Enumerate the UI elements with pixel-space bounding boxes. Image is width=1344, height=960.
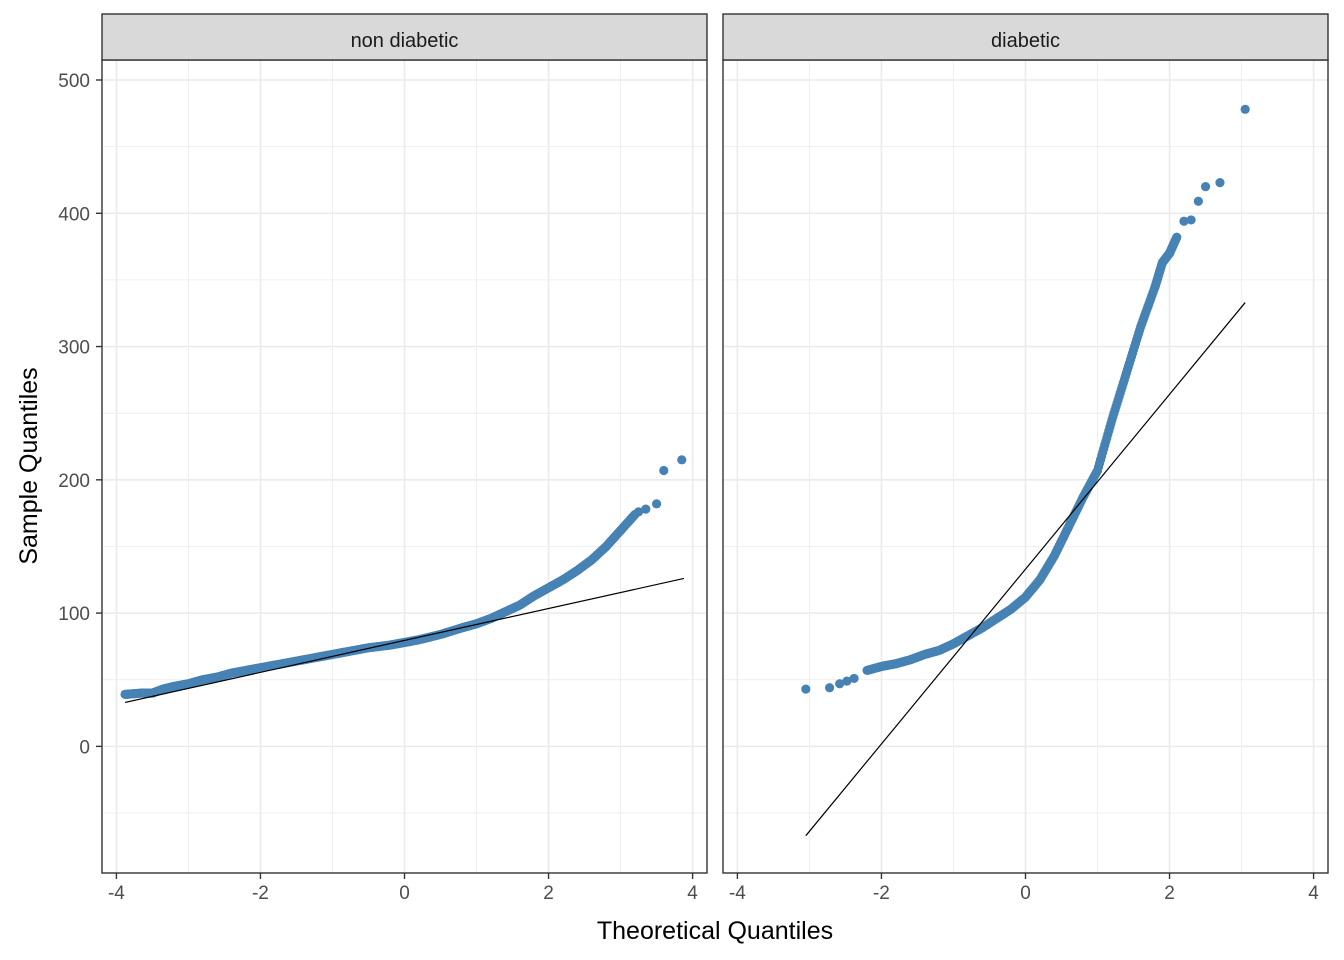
qq-reference-line bbox=[124, 577, 685, 703]
x-tick-label: -4 bbox=[729, 883, 746, 904]
y-tick-label: 400 bbox=[58, 204, 90, 225]
data-point bbox=[641, 504, 651, 514]
x-axis-title: Theoretical Quantiles bbox=[597, 917, 833, 945]
y-tick-label: 500 bbox=[58, 71, 90, 92]
facet-strip bbox=[722, 13, 1329, 61]
data-point bbox=[824, 683, 835, 693]
y-tick-label: 200 bbox=[58, 471, 90, 492]
panel-diabetic: diabetic -4 -2 0 2 4 bbox=[722, 13, 1329, 904]
x-tick-label: -4 bbox=[108, 883, 125, 904]
x-tick-label: 4 bbox=[1308, 883, 1319, 904]
data-point bbox=[1193, 196, 1203, 206]
data-point bbox=[1215, 178, 1225, 188]
x-tick-label: 2 bbox=[1164, 883, 1175, 904]
x-tick-label: 4 bbox=[687, 883, 698, 904]
x-tick-label: 2 bbox=[543, 883, 554, 904]
data-point bbox=[835, 679, 845, 689]
data-point bbox=[1240, 104, 1250, 114]
y-tick-label: 0 bbox=[79, 737, 90, 758]
data-point bbox=[849, 673, 859, 684]
data-point bbox=[1200, 182, 1211, 192]
y-axis: 0 100 200 300 400 500 bbox=[58, 71, 102, 758]
y-axis-title: Sample Quantiles bbox=[15, 367, 43, 564]
x-tick-label: -2 bbox=[252, 883, 269, 904]
y-tick-label: 100 bbox=[58, 604, 90, 625]
y-tick-label: 300 bbox=[58, 338, 90, 359]
facet-strip bbox=[101, 13, 708, 61]
x-tick-label: -2 bbox=[873, 883, 890, 904]
x-tick-label: 0 bbox=[1020, 883, 1031, 904]
data-point bbox=[659, 465, 669, 476]
data-point bbox=[633, 507, 644, 517]
panels-layer: non diabetic -4 -2 0 2 4 diabetic -4 -2 0 2 4 bbox=[101, 13, 1329, 904]
data-point bbox=[1186, 215, 1196, 225]
facet-strip-label: non diabetic bbox=[351, 30, 459, 52]
data-point bbox=[842, 676, 852, 686]
panel-non-diabetic: non diabetic -4 -2 0 2 4 bbox=[101, 13, 708, 904]
data-point bbox=[1179, 216, 1189, 226]
data-point bbox=[1172, 232, 1182, 242]
qq-reference-line bbox=[805, 302, 1246, 837]
facet-strip-label: diabetic bbox=[991, 30, 1060, 52]
data-point bbox=[677, 455, 687, 465]
x-tick-label: 0 bbox=[399, 883, 410, 904]
data-point bbox=[801, 684, 811, 694]
data-point bbox=[651, 499, 662, 509]
